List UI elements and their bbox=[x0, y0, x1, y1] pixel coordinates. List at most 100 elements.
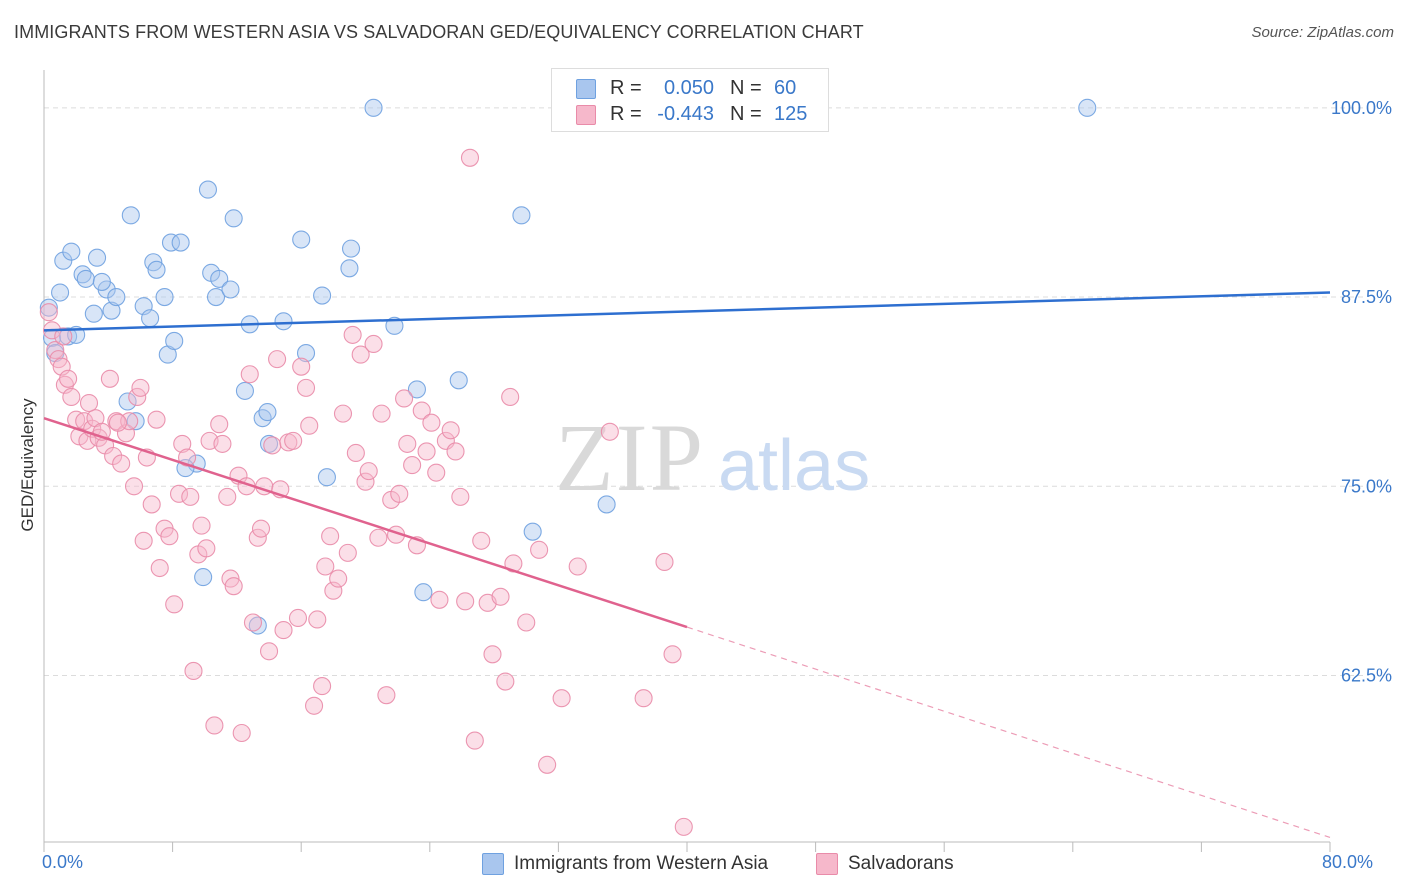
point-salvadorans bbox=[308, 610, 327, 629]
point-salvadorans bbox=[108, 413, 127, 432]
point-salvadorans bbox=[356, 472, 375, 491]
point-salvadorans bbox=[364, 334, 383, 354]
point-salvadorans bbox=[112, 454, 131, 473]
point-western-asia bbox=[206, 288, 226, 307]
point-salvadorans bbox=[333, 404, 353, 423]
point-salvadorans bbox=[184, 661, 203, 680]
point-salvadorans bbox=[634, 689, 653, 708]
point-western-asia bbox=[317, 468, 336, 487]
point-salvadorans bbox=[147, 410, 166, 429]
point-salvadorans bbox=[160, 527, 179, 546]
point-western-asia bbox=[414, 583, 433, 602]
point-salvadorans bbox=[655, 552, 674, 572]
point-salvadorans bbox=[674, 817, 693, 836]
point-salvadorans bbox=[192, 516, 211, 535]
legend-label-western-asia: Immigrants from Western Asia bbox=[514, 853, 769, 874]
legend-n-value: 125 bbox=[774, 103, 808, 125]
watermark: ZIP atlas bbox=[555, 404, 870, 511]
point-salvadorans bbox=[517, 613, 536, 632]
point-western-asia bbox=[102, 301, 121, 320]
point-salvadorans bbox=[39, 303, 58, 322]
series-legend: Immigrants from Western Asia Salvadorans bbox=[0, 852, 1406, 878]
point-western-asia bbox=[259, 434, 279, 453]
y-tick-label: 75.0% bbox=[1341, 476, 1392, 496]
point-salvadorans bbox=[568, 557, 587, 576]
point-salvadorans bbox=[552, 689, 571, 708]
point-salvadorans bbox=[292, 357, 311, 376]
point-salvadorans bbox=[430, 590, 449, 609]
point-western-asia bbox=[155, 288, 174, 307]
point-salvadorans bbox=[663, 645, 682, 664]
point-salvadorans bbox=[427, 463, 446, 482]
point-salvadorans bbox=[178, 448, 197, 467]
point-western-asia bbox=[292, 230, 311, 249]
series-western-asia-points bbox=[39, 98, 1097, 635]
point-western-asia bbox=[449, 371, 468, 390]
point-salvadorans bbox=[460, 148, 480, 167]
point-salvadorans bbox=[210, 415, 229, 434]
trend-lines bbox=[43, 291, 1331, 839]
point-salvadorans bbox=[504, 554, 523, 573]
point-western-asia bbox=[141, 309, 160, 328]
point-salvadorans bbox=[62, 387, 81, 407]
point-western-asia bbox=[165, 331, 184, 351]
point-western-asia bbox=[296, 344, 316, 363]
legend-swatch-western-asia bbox=[482, 853, 504, 875]
point-western-asia bbox=[221, 280, 240, 299]
point-salvadorans bbox=[131, 378, 150, 397]
legend-n-label: N = bbox=[730, 77, 762, 99]
point-salvadorans bbox=[496, 672, 515, 691]
point-salvadorans bbox=[300, 416, 319, 435]
point-salvadorans bbox=[313, 677, 332, 696]
point-western-asia bbox=[407, 380, 426, 399]
point-salvadorans bbox=[472, 531, 491, 550]
point-salvadorans bbox=[372, 404, 391, 423]
point-salvadorans bbox=[274, 621, 293, 640]
point-salvadorans bbox=[351, 345, 370, 364]
point-western-asia bbox=[235, 381, 254, 400]
point-salvadorans bbox=[165, 595, 184, 614]
point-salvadorans bbox=[456, 592, 475, 611]
legend-n-value: 60 bbox=[774, 77, 797, 99]
point-salvadorans bbox=[134, 531, 153, 550]
point-salvadorans bbox=[224, 577, 243, 596]
point-western-asia bbox=[39, 298, 58, 317]
point-western-asia bbox=[210, 269, 229, 288]
point-salvadorans bbox=[243, 613, 263, 632]
point-salvadorans bbox=[197, 539, 216, 558]
point-western-asia bbox=[171, 233, 190, 252]
point-salvadorans bbox=[79, 393, 99, 413]
point-salvadorans bbox=[100, 369, 119, 388]
point-western-asia bbox=[597, 495, 616, 514]
point-salvadorans bbox=[369, 528, 388, 547]
point-salvadorans bbox=[412, 401, 431, 420]
point-salvadorans bbox=[483, 645, 502, 664]
point-salvadorans bbox=[422, 413, 441, 432]
point-western-asia bbox=[187, 454, 206, 473]
point-western-asia bbox=[161, 233, 181, 252]
point-western-asia bbox=[253, 409, 272, 428]
point-salvadorans bbox=[169, 484, 189, 503]
legend-label-salvadorans: Salvadorans bbox=[848, 853, 954, 874]
series-salvadorans-points bbox=[39, 148, 693, 836]
point-western-asia bbox=[92, 272, 111, 291]
point-salvadorans bbox=[346, 443, 365, 463]
point-western-asia bbox=[198, 180, 218, 199]
point-salvadorans bbox=[263, 436, 282, 455]
point-salvadorans bbox=[305, 696, 324, 715]
point-salvadorans bbox=[538, 755, 557, 774]
point-salvadorans bbox=[232, 723, 251, 743]
x-tick-label-max: 80.0% bbox=[1322, 852, 1374, 872]
source-credit: Source: ZipAtlas.com bbox=[1251, 24, 1394, 41]
point-salvadorans bbox=[501, 387, 520, 407]
point-salvadorans bbox=[288, 608, 308, 628]
legend-swatch-western-asia bbox=[576, 79, 596, 99]
point-western-asia bbox=[248, 616, 267, 635]
point-salvadorans bbox=[446, 442, 465, 461]
point-western-asia bbox=[118, 392, 137, 411]
point-western-asia bbox=[51, 283, 70, 302]
point-salvadorans bbox=[359, 462, 378, 481]
point-western-asia bbox=[364, 98, 383, 117]
point-salvadorans bbox=[284, 431, 303, 450]
